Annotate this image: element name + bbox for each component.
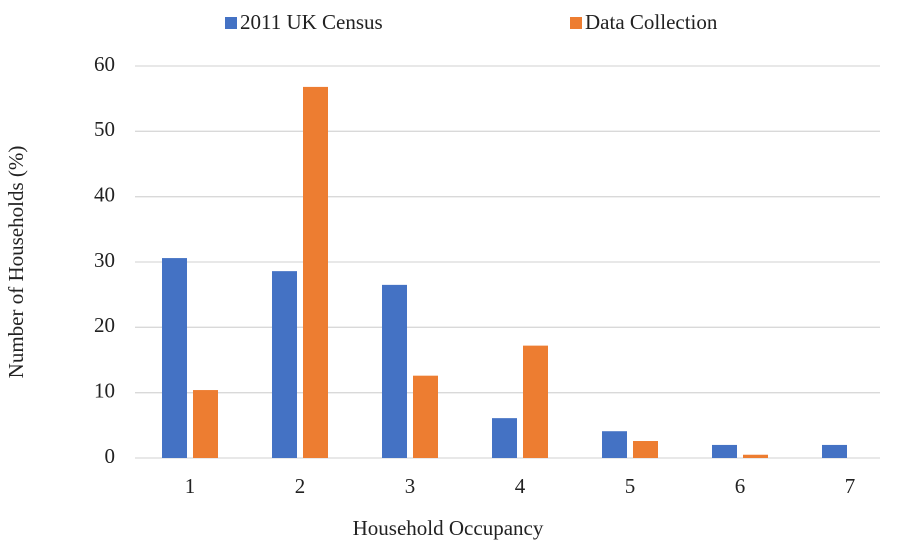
bar bbox=[413, 375, 438, 458]
x-tick-label: 6 bbox=[735, 474, 746, 498]
y-tick-label: 60 bbox=[94, 52, 115, 76]
bar bbox=[602, 431, 627, 458]
y-tick-label: 20 bbox=[94, 313, 115, 337]
legend-swatch bbox=[225, 17, 237, 29]
bar bbox=[162, 258, 187, 458]
x-tick-label: 4 bbox=[515, 474, 526, 498]
bar bbox=[303, 86, 328, 458]
x-tick-label: 7 bbox=[845, 474, 856, 498]
y-axis-title: Number of Households (%) bbox=[4, 146, 28, 379]
y-tick-label: 0 bbox=[105, 444, 116, 468]
legend-label: Data Collection bbox=[585, 10, 718, 34]
x-tick-label: 5 bbox=[625, 474, 636, 498]
bar bbox=[272, 271, 297, 458]
bar bbox=[822, 444, 847, 458]
y-tick-label: 10 bbox=[94, 378, 115, 402]
x-tick-label: 3 bbox=[405, 474, 416, 498]
y-tick-label: 30 bbox=[94, 248, 115, 272]
y-tick-label: 40 bbox=[94, 182, 115, 206]
y-tick-label: 50 bbox=[94, 117, 115, 141]
x-axis-title: Household Occupancy bbox=[353, 516, 544, 540]
x-tick-label: 1 bbox=[185, 474, 196, 498]
bar bbox=[743, 454, 768, 458]
bar bbox=[193, 390, 218, 458]
bar bbox=[382, 284, 407, 458]
legend-swatch bbox=[570, 17, 582, 29]
bar bbox=[712, 444, 737, 458]
x-tick-label: 2 bbox=[295, 474, 306, 498]
bar bbox=[523, 345, 548, 458]
bar bbox=[633, 441, 658, 458]
bar bbox=[492, 418, 517, 458]
legend-label: 2011 UK Census bbox=[240, 10, 383, 34]
